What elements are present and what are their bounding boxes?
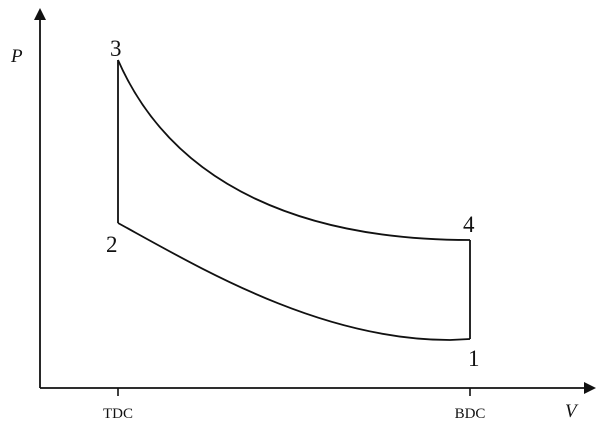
tick-label-bdc: BDC [455,406,486,422]
y-axis-label: P [10,46,23,67]
state-point-label-1: 1 [468,346,480,371]
state-point-label-4: 4 [463,212,475,237]
state-point-label-2: 2 [106,232,118,257]
state-point-label-3: 3 [110,36,122,61]
process-3-4-expansion [117,59,471,241]
process-1-2-compression [117,222,471,341]
x-axis-label: V [565,401,579,422]
tick-label-tdc: TDC [103,406,133,422]
